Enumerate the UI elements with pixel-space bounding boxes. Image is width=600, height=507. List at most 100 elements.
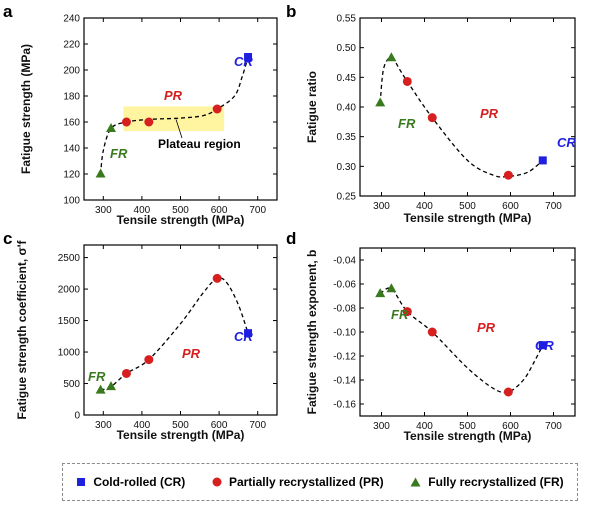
x-axis-title: Tensile strength (MPa)	[404, 211, 532, 225]
x-axis-title: Tensile strength (MPa)	[117, 428, 245, 442]
y-tick-label: 500	[63, 379, 80, 390]
legend-marker-cr	[77, 478, 86, 486]
x-tick-label: 400	[134, 205, 151, 216]
panel-letter: a	[3, 2, 13, 21]
y-tick-label: -0.16	[333, 400, 356, 411]
y-tick-label: 220	[63, 40, 80, 51]
y-tick-label: 2500	[58, 253, 81, 264]
annotation-pr: PR	[182, 346, 201, 361]
y-tick-label: 0	[74, 411, 80, 422]
fr-point	[95, 168, 106, 178]
legend-label-fr: Fully recrystallized (FR)	[428, 475, 564, 489]
legend-marker-fr	[410, 477, 421, 487]
x-tick-label: 500	[172, 205, 189, 216]
panel-letter: b	[286, 2, 296, 21]
legend-marker-pr	[212, 477, 222, 487]
trend-curve	[100, 277, 249, 391]
pr-point	[402, 76, 412, 86]
y-tick-label: -0.14	[333, 376, 356, 387]
plateau-highlight	[123, 106, 225, 132]
panel-a: a 300 400 500 600 700 100 120 140 160 180 200 220 240…	[3, 2, 278, 227]
y-tick-label: 160	[63, 118, 80, 129]
legend-label-pr: Partially recrystallized (PR)	[228, 475, 384, 489]
y-tick-label: -0.06	[333, 280, 356, 291]
y-tick-label: 1500	[58, 316, 81, 327]
fr-point	[95, 384, 106, 394]
pr-point	[144, 355, 154, 365]
y-tick-label: 200	[63, 66, 80, 77]
legend-item-pr: Partially recrystallized (PR)	[212, 475, 384, 489]
y-tick-label: 180	[63, 92, 80, 103]
fr-point	[386, 52, 397, 62]
x-tick-label: 500	[459, 421, 476, 432]
y-tick-label: 100	[63, 196, 80, 207]
y-tick-label: -0.08	[333, 304, 356, 315]
annotation-cr: CR	[557, 135, 576, 150]
plot-frame	[359, 247, 576, 417]
fr-point	[106, 381, 117, 391]
plot-frame	[359, 17, 576, 197]
legend-item-fr: Fully recrystallized (FR)	[410, 475, 564, 489]
annotation-pr: PR	[477, 320, 496, 335]
y-axis-title: Fatigue strength (MPa)	[19, 44, 33, 174]
y-tick-label: 0.45	[337, 73, 357, 84]
annotation-cr: CR	[535, 338, 554, 353]
x-tick-label: 400	[134, 420, 151, 431]
fr-point	[106, 123, 117, 132]
figure: a 300 400 500 600 700 100 120 140 160 180 200 220 240…	[3, 2, 576, 443]
plateau-label: Plateau region	[158, 137, 241, 151]
cr-point	[538, 156, 547, 165]
y-tick-label: -0.04	[333, 256, 356, 267]
fr-point	[375, 97, 386, 107]
y-tick-label: 2000	[58, 285, 81, 296]
annotation-cr: CR	[234, 329, 253, 344]
pr-point	[121, 117, 131, 127]
legend: Cold-rolled (CR) Partially recrystallize…	[62, 463, 578, 501]
panel-b: b 300 400 500 600 700 0.25 0.30 0.35 0.40 0.45 0.50…	[286, 2, 576, 225]
x-tick-label: 600	[502, 421, 519, 432]
panel-letter: c	[3, 229, 12, 248]
x-tick-label: 500	[172, 420, 189, 431]
y-axis-title: Fatigue ratio	[305, 71, 319, 143]
x-tick-label: 700	[545, 201, 562, 212]
x-tick-label: 300	[373, 201, 390, 212]
y-tick-label: 240	[63, 14, 80, 25]
y-tick-label: 120	[63, 170, 80, 181]
cr-point	[244, 329, 253, 338]
x-tick-label: 600	[502, 201, 519, 212]
plateau-leader	[175, 119, 183, 139]
x-axis-title: Tensile strength (MPa)	[117, 213, 245, 227]
pr-point	[427, 113, 437, 123]
panel-d: d 300 400 500 600 700 -0.16 -0.14 -0.12 -0.10 -0.0…	[286, 229, 576, 443]
annotation-pr: PR	[164, 88, 183, 103]
y-tick-label: 0.25	[337, 192, 357, 203]
legend-item-cr: Cold-rolled (CR)	[76, 475, 185, 489]
x-tick-label: 300	[95, 420, 112, 431]
pr-point	[503, 387, 513, 397]
annotation-cr: CR	[234, 54, 253, 69]
x-tick-label: 700	[545, 421, 562, 432]
pr-point	[121, 368, 131, 378]
pr-point	[212, 104, 222, 114]
pr-point	[144, 117, 154, 127]
panel-c: c 300 400 500 600 700 0 500 1000 1500 2000 2500 Tens…	[3, 229, 278, 442]
x-tick-label: 400	[416, 201, 433, 212]
annotation-fr: FR	[398, 116, 416, 131]
fr-point	[386, 283, 397, 293]
y-tick-label: 0.40	[337, 103, 357, 114]
x-tick-label: 600	[211, 420, 228, 431]
y-tick-label: 0.30	[337, 162, 357, 173]
y-axis-title: Fatigue strength coefficient, σ'f	[15, 239, 29, 419]
x-tick-label: 500	[459, 201, 476, 212]
y-tick-label: 0.55	[337, 14, 357, 25]
x-tick-label: 700	[249, 205, 266, 216]
x-tick-label: 400	[416, 421, 433, 432]
cr-point	[244, 53, 253, 61]
pr-point	[427, 327, 437, 337]
panel-letter: d	[286, 229, 296, 248]
x-axis-title: Tensile strength (MPa)	[404, 429, 532, 443]
y-tick-label: -0.12	[333, 352, 356, 363]
pr-point	[212, 273, 222, 283]
y-axis-title: Fatigue strength exponent, b	[305, 250, 319, 415]
y-tick-label: 1000	[58, 348, 81, 359]
